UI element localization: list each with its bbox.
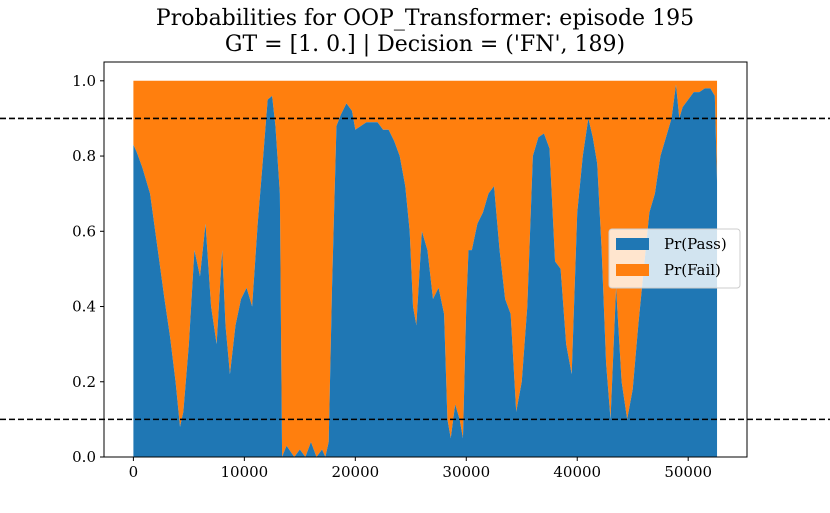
- series-area-pr-pass: [133, 84, 718, 458]
- y-tick-label-4: 0.8: [72, 147, 96, 165]
- y-tick-label-1: 0.2: [72, 373, 96, 391]
- x-tick-label-3: 30000: [442, 463, 490, 481]
- x-tick-label-0: 0: [129, 463, 139, 481]
- chart-title: Probabilities for OOP_Transformer: episo…: [155, 6, 695, 31]
- x-tick-label-2: 20000: [331, 463, 379, 481]
- legend-swatch-1: [616, 264, 649, 276]
- x-tick-label-1: 10000: [221, 463, 269, 481]
- y-tick-label-3: 0.6: [72, 222, 96, 240]
- y-tick-label-5: 1.0: [72, 72, 96, 90]
- chart-title-block: Probabilities for OOP_Transformer: episo…: [0, 6, 830, 58]
- x-tick-label-4: 40000: [553, 463, 601, 481]
- y-tick-label-2: 0.4: [72, 298, 96, 316]
- legend-label-1: Pr(Fail): [664, 261, 721, 279]
- legend-label-0: Pr(Pass): [664, 235, 727, 253]
- series-area-pr-fail: [133, 80, 718, 458]
- plot-frame: [103, 61, 748, 458]
- legend-swatch-0: [616, 238, 649, 250]
- x-tick-label-5: 50000: [664, 463, 712, 481]
- chart-subtitle: GT = [1. 0.] | Decision = ('FN', 189): [224, 32, 626, 57]
- y-tick-label-0: 0.0: [72, 448, 96, 466]
